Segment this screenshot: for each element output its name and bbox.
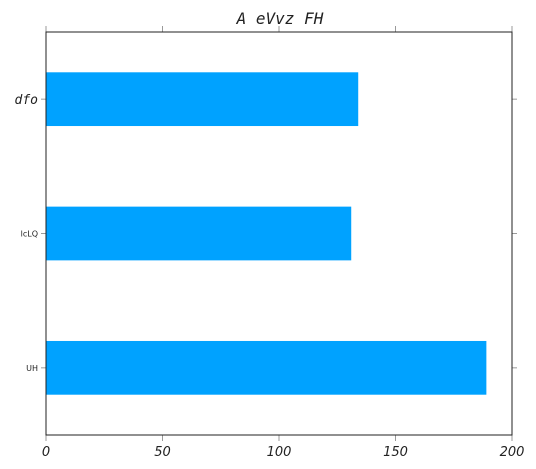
ticks-group: dfo lcLQ UH 0 50 100 150 200 <box>15 26 525 460</box>
plot-frame <box>45 31 513 436</box>
xtick-label: 150 <box>383 445 408 460</box>
xtick-label: 0 <box>42 445 50 460</box>
bars-group <box>46 72 487 395</box>
xtick-label: 200 <box>500 445 525 460</box>
bar-UH <box>46 340 487 395</box>
xtick-label: 100 <box>267 445 292 460</box>
ytick-label: UH <box>26 364 38 373</box>
ytick-label: dfo <box>15 93 39 108</box>
bar-dfo <box>46 72 359 127</box>
chart-title: A eVvz FH <box>236 9 324 28</box>
bar-lcLQ <box>46 206 352 261</box>
ytick-label: lcLQ <box>21 230 38 239</box>
xtick-label: 50 <box>154 445 171 460</box>
